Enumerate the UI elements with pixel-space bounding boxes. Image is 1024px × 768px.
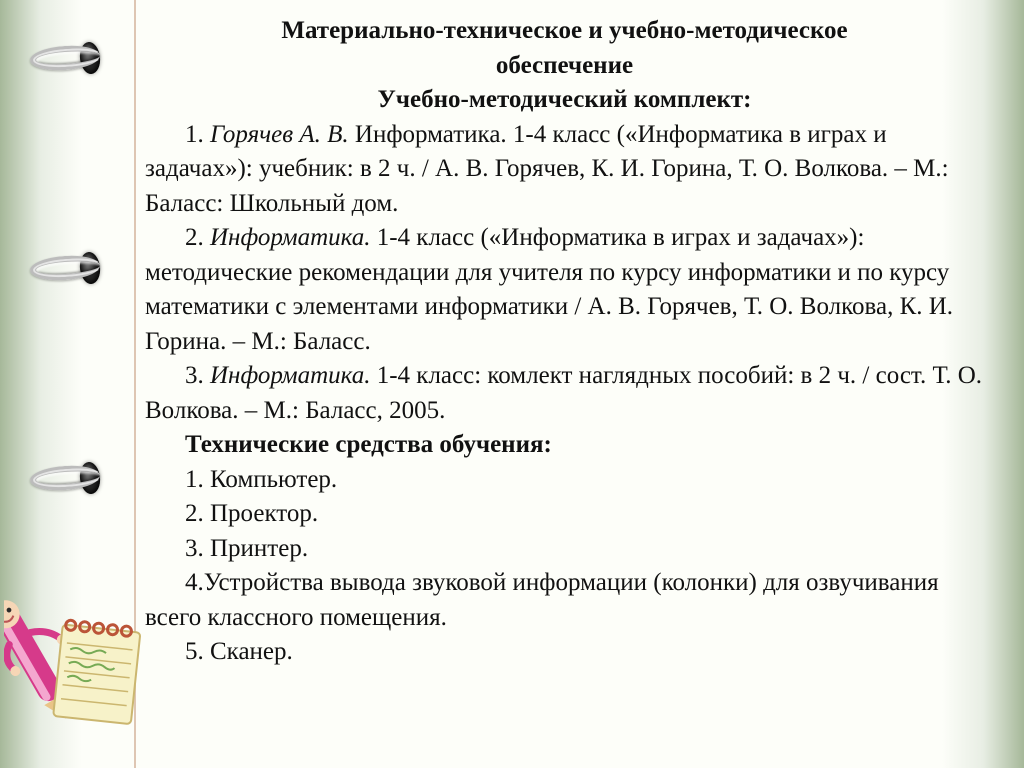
notepad-pen-clipart bbox=[4, 572, 144, 732]
subtitle: Учебно-методический комплект: bbox=[145, 83, 984, 118]
vertical-margin-rule bbox=[134, 0, 136, 768]
binding-hole bbox=[78, 251, 101, 285]
tech-item-3: 3. Принтер. bbox=[145, 532, 984, 567]
binding-ring bbox=[29, 254, 101, 283]
document-body: Материально-техническое и учебно-методич… bbox=[145, 14, 984, 670]
bibliography-item-3: 3. Информатика. 1-4 класс: комлект нагля… bbox=[145, 359, 984, 428]
item-number: 2. bbox=[185, 224, 210, 251]
spiral-binding bbox=[52, 0, 112, 768]
binding-ring bbox=[29, 464, 101, 493]
binding-hole bbox=[78, 41, 101, 75]
item-title: Информатика. bbox=[210, 224, 370, 251]
item-author: Горячев А. В. bbox=[210, 121, 349, 148]
bibliography-item-2: 2. Информатика. 1-4 класс («Информатика … bbox=[145, 221, 984, 359]
main-title-line2: обеспечение bbox=[145, 49, 984, 84]
item-title: Информатика. bbox=[210, 362, 370, 389]
binding-ring bbox=[29, 44, 101, 73]
binding-hole bbox=[78, 461, 101, 495]
tech-item-1: 1. Компьютер. bbox=[145, 463, 984, 498]
tech-heading: Технические средства обучения: bbox=[145, 428, 984, 463]
item-number: 1. bbox=[185, 121, 210, 148]
main-title-line1: Материально-техническое и учебно-методич… bbox=[145, 14, 984, 49]
tech-item-2: 2. Проектор. bbox=[145, 497, 984, 532]
tech-item-5: 5. Сканер. bbox=[145, 635, 984, 670]
bibliography-item-1: 1. Горячев А. В. Информатика. 1-4 класс … bbox=[145, 118, 984, 222]
tech-item-4: 4.Устройства вывода звуковой информации … bbox=[145, 566, 984, 635]
item-number: 3. bbox=[185, 362, 210, 389]
